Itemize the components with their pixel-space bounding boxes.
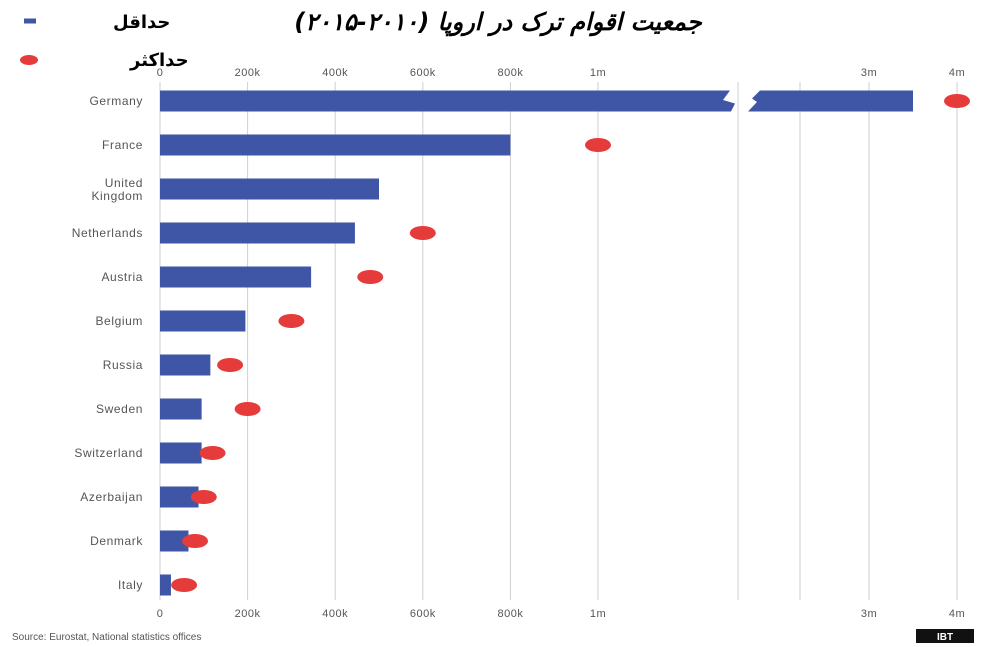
bars	[160, 90, 913, 596]
bar-austria	[160, 266, 312, 288]
x-tick-top-4m: 4m	[949, 67, 965, 79]
legend-swatch-max	[20, 55, 38, 65]
max-dot-germany	[944, 94, 970, 108]
x-tick-top-200k: 200k	[235, 67, 261, 79]
x-tick-bottom-600k: 600k	[410, 608, 436, 620]
x-tick-bottom-200k: 200k	[235, 608, 261, 620]
bar-germany	[160, 90, 913, 112]
category-label-switzerland: Switzerland	[74, 446, 143, 460]
category-label-belgium: Belgium	[95, 314, 143, 328]
category-label-russia: Russia	[103, 358, 143, 372]
x-tick-bottom-1m: 1m	[590, 608, 606, 620]
x-tick-top-3m: 3m	[861, 67, 877, 79]
legend-label-max: حداکثر	[129, 50, 189, 71]
x-tick-top-600k: 600k	[410, 67, 436, 79]
max-dot-russia	[217, 358, 244, 372]
category-label-germany: Germany	[89, 94, 143, 108]
bar-france	[160, 134, 511, 156]
bar-segment-germany-upper	[748, 90, 913, 112]
max-dot-austria	[357, 270, 384, 284]
x-tick-top-0: 0	[157, 67, 164, 79]
bar-italy	[160, 574, 171, 596]
category-label-italy: Italy	[118, 578, 143, 592]
max-dot-belgium	[278, 314, 305, 328]
x-tick-top-1m: 1m	[590, 67, 606, 79]
bar-switzerland	[160, 442, 202, 464]
max-dot-sweden	[234, 402, 261, 416]
gridlines	[159, 82, 958, 600]
bar-belgium	[160, 310, 246, 332]
category-label-sweden: Sweden	[96, 402, 143, 416]
category-label-denmark: Denmark	[90, 534, 143, 548]
legend: حداقل حداکثر	[20, 12, 189, 71]
bar-segment-germany	[160, 90, 735, 112]
x-axis-bottom: 0 200k 400k 600k 800k 1m 3m 4m	[157, 608, 965, 620]
max-dot-italy	[171, 578, 198, 592]
max-dot-switzerland	[199, 446, 226, 460]
logo: IBT	[916, 629, 974, 643]
category-label-netherlands: Netherlands	[72, 226, 143, 240]
category-label-azerbaijan: Azerbaijan	[80, 490, 143, 504]
category-label-france: France	[102, 138, 143, 152]
category-label-united-kingdom: United Kingdom	[91, 176, 143, 203]
logo-text: IBT	[937, 632, 953, 643]
max-dot-netherlands	[409, 226, 436, 240]
bar-azerbaijan	[160, 486, 199, 508]
x-tick-bottom-3m: 3m	[861, 608, 877, 620]
bar-netherlands	[160, 222, 355, 244]
category-labels: Germany France United Kingdom Netherlands Aus…	[72, 94, 143, 592]
x-tick-top-800k: 800k	[497, 67, 523, 79]
chart-title: جمعیت اقوام ترک در اروپا (۲۰۱۰-۲۰۱۵)	[294, 8, 703, 37]
x-tick-bottom-400k: 400k	[322, 608, 348, 620]
bar-united-kingdom	[160, 178, 379, 200]
x-axis-top: 0 200k 400k 600k 800k 1m 3m 4m	[157, 67, 965, 79]
max-dot-france	[585, 138, 611, 152]
x-tick-bottom-4m: 4m	[949, 608, 965, 620]
max-dot-denmark	[182, 534, 209, 548]
x-tick-top-400k: 400k	[322, 67, 348, 79]
legend-label-min: حداقل	[113, 12, 170, 33]
category-label-austria: Austria	[101, 270, 143, 284]
dots	[171, 94, 970, 592]
bar-sweden	[160, 398, 202, 420]
bar-russia	[160, 354, 211, 376]
max-dot-azerbaijan	[190, 490, 217, 504]
source-note: Source: Eurostat, National statistics of…	[12, 632, 201, 643]
x-tick-bottom-800k: 800k	[497, 608, 523, 620]
bar-denmark	[160, 530, 189, 552]
x-tick-bottom-0: 0	[157, 608, 164, 620]
